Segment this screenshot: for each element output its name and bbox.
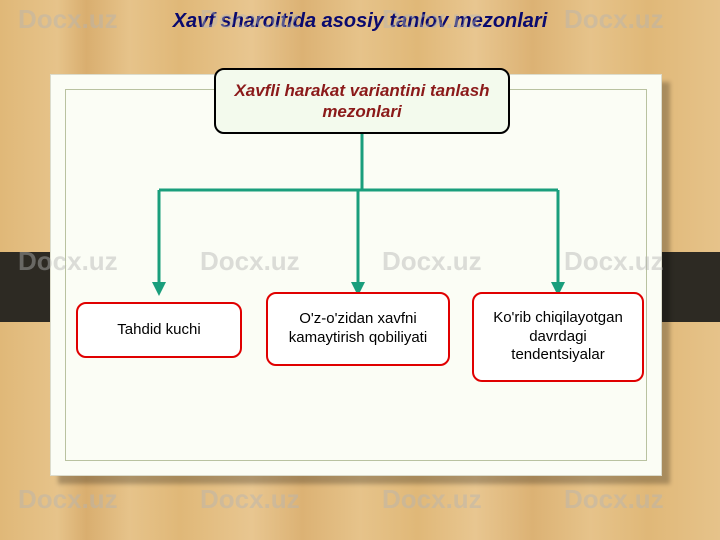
panel-inner-border bbox=[65, 89, 647, 461]
content-panel bbox=[50, 74, 662, 476]
root-box: Xavfli harakat variantini tanlash mezonl… bbox=[214, 68, 510, 134]
page-title: Xavf sharoitida asosiy tanlov mezonlari bbox=[0, 10, 720, 33]
root-box-label: Xavfli harakat variantini tanlash mezonl… bbox=[226, 80, 498, 123]
leaf-box-2: Ko'rib chiqilayotgan davrdagi tendentsiy… bbox=[472, 292, 644, 382]
leaf-box-1: O'z-o'zidan xavfni kamaytirish qobiliyat… bbox=[266, 292, 450, 366]
leaf-label: Tahdid kuchi bbox=[117, 321, 200, 340]
leaf-box-0: Tahdid kuchi bbox=[76, 302, 242, 358]
leaf-label: Ko'rib chiqilayotgan davrdagi tendentsiy… bbox=[482, 309, 634, 365]
leaf-label: O'z-o'zidan xavfni kamaytirish qobiliyat… bbox=[276, 310, 440, 348]
